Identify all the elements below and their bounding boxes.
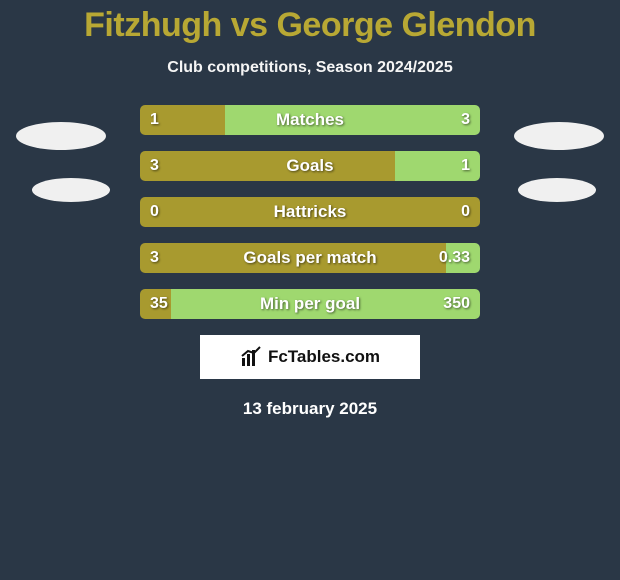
badge-left-bottom-icon xyxy=(32,178,110,202)
stat-row: 35350Min per goal xyxy=(140,289,480,319)
stat-label: Matches xyxy=(140,105,480,135)
brand-chart-icon xyxy=(240,346,262,368)
brand-box: FcTables.com xyxy=(200,335,420,379)
badge-left-top-icon xyxy=(16,122,106,150)
badge-right-bottom-icon xyxy=(518,178,596,202)
stat-row: 13Matches xyxy=(140,105,480,135)
date-line: 13 february 2025 xyxy=(0,399,620,419)
stat-label: Min per goal xyxy=(140,289,480,319)
stat-label: Goals per match xyxy=(140,243,480,273)
stat-label: Hattricks xyxy=(140,197,480,227)
brand-text: FcTables.com xyxy=(268,347,380,367)
stat-label: Goals xyxy=(140,151,480,181)
stat-row: 30.33Goals per match xyxy=(140,243,480,273)
badge-right-top-icon xyxy=(514,122,604,150)
stat-row: 00Hattricks xyxy=(140,197,480,227)
stats-comparison: 13Matches 31Goals 00Hattricks 30.33Goals pe… xyxy=(140,105,480,319)
subtitle: Club competitions, Season 2024/2025 xyxy=(0,59,620,77)
stat-row: 31Goals xyxy=(140,151,480,181)
page-title: Fitzhugh vs George Glendon xyxy=(0,0,620,45)
